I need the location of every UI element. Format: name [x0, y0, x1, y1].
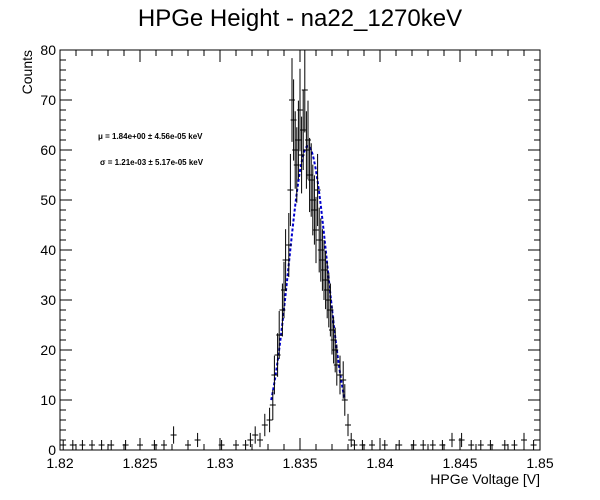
data-point	[345, 413, 351, 437]
data-point	[477, 440, 484, 450]
data-point	[242, 440, 249, 450]
y-tick-label: 30	[40, 292, 56, 308]
data-point	[396, 440, 403, 450]
data-point	[79, 440, 86, 450]
data-point	[530, 440, 537, 450]
data-point	[369, 440, 375, 450]
data-point	[297, 68, 303, 152]
data-point	[269, 390, 276, 420]
y-tick-label: 10	[40, 392, 56, 408]
data-point	[60, 440, 67, 450]
y-tick-label: 80	[40, 42, 56, 58]
data-point	[314, 153, 321, 227]
data-point	[313, 196, 319, 264]
data-point	[348, 432, 355, 448]
data-point	[194, 432, 201, 448]
data-point	[511, 440, 518, 450]
data-point	[333, 344, 340, 386]
x-tick-label: 1.845	[442, 455, 477, 471]
data-point	[69, 440, 76, 450]
data-point	[170, 426, 177, 444]
data-point	[429, 440, 436, 450]
data-point	[501, 440, 508, 450]
x-tick-label: 1.82	[46, 455, 73, 471]
y-tick-label: 20	[40, 342, 56, 358]
data-point	[351, 440, 358, 450]
data-point	[468, 440, 475, 450]
y-tick-label: 40	[40, 242, 56, 258]
data-point	[285, 212, 292, 278]
x-tick-label: 1.85	[526, 455, 553, 471]
data-point	[98, 440, 105, 450]
mu-annotation: μ = 1.84e+00 ± 4.56e-05 keV	[98, 132, 203, 141]
data-point	[341, 384, 348, 416]
data-point	[449, 432, 455, 448]
x-axis-label: HPGe Voltage [V]	[430, 471, 540, 487]
data-point	[337, 355, 343, 395]
data-point	[257, 432, 263, 448]
data-point	[252, 426, 259, 444]
x-tick-label: 1.825	[122, 455, 157, 471]
data-point	[276, 311, 283, 359]
data-point	[161, 440, 167, 450]
data-point	[247, 432, 254, 448]
data-point	[108, 440, 115, 450]
data-point	[282, 229, 289, 291]
data-point	[381, 440, 388, 450]
y-tick-label: 50	[40, 192, 56, 208]
chart-title: HPGe Height - na22_1270keV	[138, 5, 462, 32]
data-points	[60, 50, 537, 450]
x-tick-label: 1.84	[366, 455, 393, 471]
data-point	[271, 355, 278, 395]
data-point	[287, 153, 294, 227]
sigma-annotation: σ = 1.21e-03 ± 5.17e-05 keV	[100, 158, 204, 167]
x-tick-label: 1.83	[206, 455, 233, 471]
y-tick-label: 0	[48, 442, 56, 458]
x-axis: 1.82 1.825 1.83 1.835 1.84 1.845 1.85	[46, 50, 554, 471]
data-point	[340, 361, 347, 399]
data-point	[266, 407, 273, 433]
y-tick-label: 70	[40, 92, 56, 108]
y-axis-label: Counts	[19, 50, 35, 94]
data-point	[301, 50, 308, 133]
data-point	[261, 413, 268, 437]
data-point	[420, 440, 427, 450]
y-axis: 0 10 20 30 40 50 60 70 80	[40, 42, 540, 458]
x-tick-label: 1.835	[282, 455, 317, 471]
y-tick-label: 60	[40, 142, 56, 158]
